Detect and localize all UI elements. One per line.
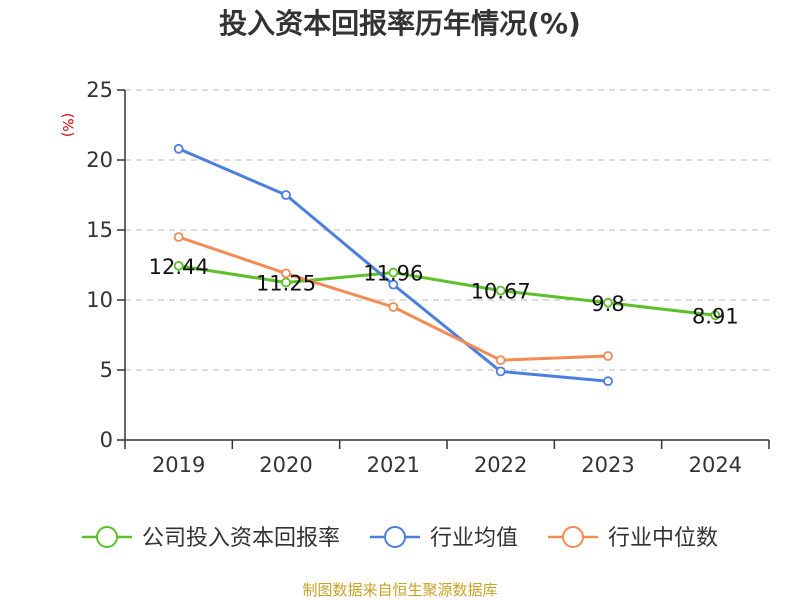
data-label: 11.96 bbox=[363, 262, 423, 286]
data-point bbox=[281, 277, 291, 288]
y-tick-label: 10 bbox=[86, 288, 113, 312]
x-tick-label: 2019 bbox=[152, 453, 205, 477]
grid-lines bbox=[125, 89, 769, 371]
y-axis-unit-label: (%) bbox=[59, 113, 75, 137]
x-tick-label: 2024 bbox=[689, 453, 742, 477]
y-tick-label: 5 bbox=[100, 358, 113, 382]
data-label: 12.44 bbox=[149, 255, 209, 279]
data-label: 10.67 bbox=[471, 280, 531, 304]
data-point bbox=[495, 285, 506, 296]
source-note: 制图数据来自恒生聚源数据库 bbox=[302, 581, 497, 599]
data-point bbox=[388, 302, 399, 312]
data-label: 11.25 bbox=[256, 272, 316, 296]
x-tick-label: 2022 bbox=[474, 453, 527, 477]
data-point bbox=[603, 351, 613, 361]
data-point bbox=[710, 310, 721, 321]
legend-label: 公司投入资本回报率 bbox=[142, 526, 340, 551]
legend-marker-icon bbox=[384, 526, 406, 548]
data-point bbox=[173, 232, 184, 242]
y-tick-label: 0 bbox=[100, 428, 113, 452]
x-tick-label: 2021 bbox=[367, 453, 420, 477]
series-line bbox=[178, 235, 609, 362]
y-tick-label: 15 bbox=[86, 218, 113, 242]
x-tick-label: 2020 bbox=[259, 453, 312, 477]
data-label: 9.8 bbox=[591, 292, 624, 316]
chart-title: 投入资本回报率历年情况(%) bbox=[219, 7, 581, 40]
legend-label: 行业均值 bbox=[430, 526, 518, 551]
data-point bbox=[388, 267, 399, 278]
data-point bbox=[173, 143, 184, 154]
data-label: 8.91 bbox=[692, 304, 739, 328]
legend: 公司投入资本回报率 行业均值 行业中位数 bbox=[82, 526, 718, 551]
legend-marker-icon bbox=[562, 526, 584, 548]
series-lines bbox=[173, 143, 721, 387]
x-tick-label: 2023 bbox=[581, 453, 634, 477]
data-point bbox=[603, 376, 613, 387]
y-tick-label: 25 bbox=[86, 78, 113, 102]
data-labels: 12.44 11.25 11.96 10.67 9.8 8.91 bbox=[149, 255, 739, 328]
data-point bbox=[388, 279, 399, 290]
data-point bbox=[495, 366, 506, 377]
y-tick-label: 20 bbox=[86, 148, 113, 172]
data-point bbox=[281, 190, 291, 200]
data-point bbox=[281, 268, 291, 279]
data-point bbox=[173, 260, 184, 271]
data-point bbox=[603, 297, 613, 308]
data-point bbox=[495, 355, 506, 366]
legend-marker-icon bbox=[96, 526, 118, 548]
series-line bbox=[178, 264, 716, 317]
legend-label: 行业中位数 bbox=[608, 526, 718, 551]
axes: 0 5 10 15 20 25 2019 2020 2021 2022 2023 2024 bbox=[86, 78, 770, 477]
